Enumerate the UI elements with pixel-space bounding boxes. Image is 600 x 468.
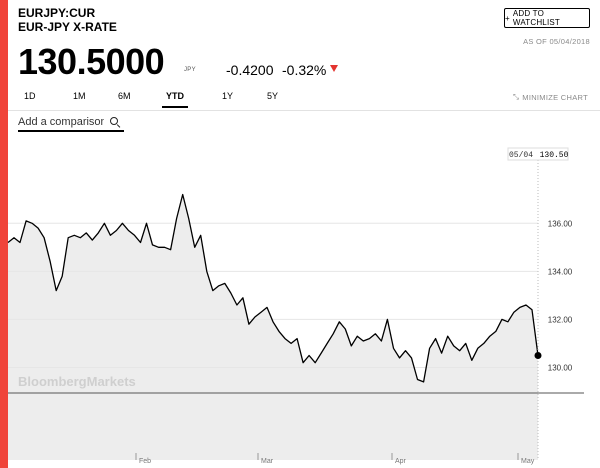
x-tick-label: May <box>521 458 535 465</box>
last-date-label: 05/04 <box>509 151 533 160</box>
as-of-date: AS OF 05/04/2018 <box>523 37 590 46</box>
range-5y[interactable]: 5Y <box>267 91 279 101</box>
last-point <box>534 351 542 359</box>
price-change: -0.4200 <box>226 62 274 78</box>
search-icon[interactable] <box>110 117 120 127</box>
price-change-percent: -0.32% <box>282 62 327 78</box>
last-value-label: 130.50 <box>540 151 569 160</box>
minimize-label: MINIMIZE CHART <box>522 92 588 102</box>
plus-icon: + <box>505 13 510 23</box>
down-arrow-icon <box>330 65 338 72</box>
last-value-box <box>507 147 569 161</box>
minimize-icon: ⤡ <box>512 92 520 101</box>
range-1y[interactable]: 1Y <box>222 91 234 101</box>
x-tick-label: Mar <box>261 458 274 465</box>
add-to-watchlist-button[interactable]: + ADD TO WATCHLIST <box>504 8 590 28</box>
range-1d[interactable]: 1D <box>24 91 36 101</box>
minimize-chart-button[interactable]: ⤡ MINIMIZE CHART <box>513 92 588 102</box>
y-tick-label: 136.00 <box>548 219 573 228</box>
comparison-input[interactable] <box>18 116 104 128</box>
currency-label: JPY <box>184 67 196 73</box>
range-1m[interactable]: 1M <box>73 91 86 101</box>
divider <box>8 110 600 111</box>
last-price: 130.5000 <box>18 41 165 82</box>
accent-bar <box>0 0 8 468</box>
price-line <box>7 193 539 383</box>
range-ytd[interactable]: YTD <box>162 91 188 108</box>
security-name: EUR-JPY X-RATE <box>18 20 117 34</box>
range-6m[interactable]: 6M <box>118 91 131 101</box>
watermark-logo: BloombergMarkets <box>18 374 136 389</box>
ticker-symbol: EURJPY:CUR <box>18 6 96 20</box>
x-tick-label: Apr <box>395 458 407 465</box>
y-tick-label: 132.00 <box>548 315 573 324</box>
comparison-search <box>18 114 124 132</box>
x-tick-label: Feb <box>139 458 151 465</box>
watchlist-label: ADD TO WATCHLIST <box>512 9 561 27</box>
y-tick-label: 134.00 <box>548 267 573 276</box>
y-tick-label: 130.00 <box>548 363 573 372</box>
chart-area <box>8 194 538 460</box>
